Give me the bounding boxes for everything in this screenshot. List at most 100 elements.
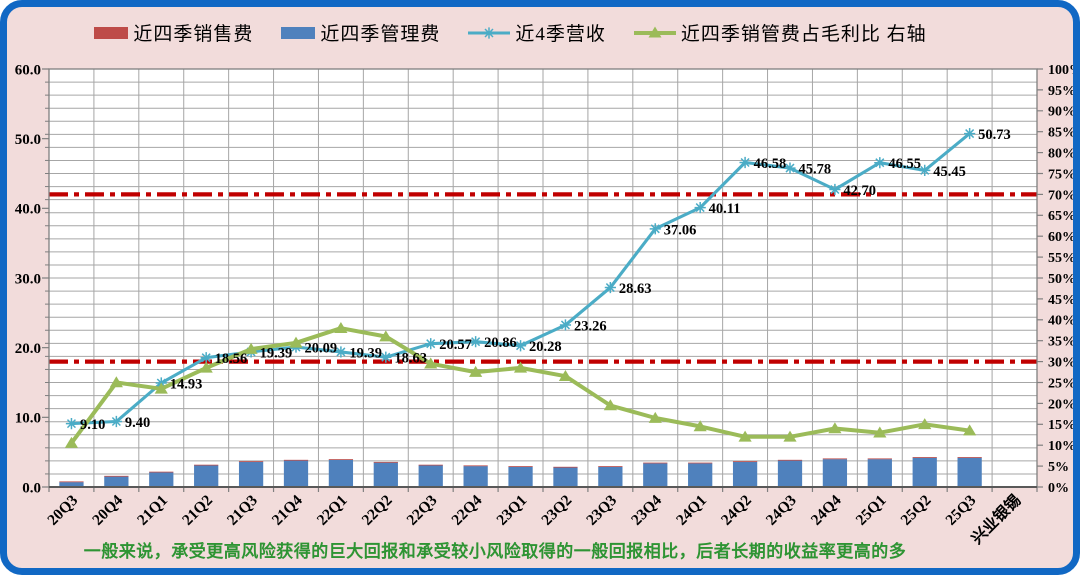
svg-text:22Q3: 22Q3 bbox=[404, 492, 441, 529]
svg-text:40.0: 40.0 bbox=[15, 202, 41, 218]
triangle-marker bbox=[424, 357, 438, 369]
triangle-marker bbox=[379, 330, 393, 342]
svg-text:50%: 50% bbox=[1048, 272, 1076, 287]
triangle-marker bbox=[64, 436, 79, 448]
svg-text:90%: 90% bbox=[1048, 105, 1076, 120]
svg-text:19.39: 19.39 bbox=[260, 345, 293, 361]
bar-segment bbox=[867, 458, 892, 460]
svg-text:23Q4: 23Q4 bbox=[628, 492, 665, 529]
svg-text:24Q3: 24Q3 bbox=[763, 492, 800, 529]
bar-segment bbox=[508, 466, 533, 487]
legend-line-asterisk-icon bbox=[468, 26, 511, 39]
asterisk-marker bbox=[380, 351, 392, 363]
svg-text:24Q2: 24Q2 bbox=[718, 492, 755, 529]
svg-text:20%: 20% bbox=[1048, 397, 1076, 412]
asterisk-marker bbox=[335, 346, 347, 358]
svg-text:20.57: 20.57 bbox=[439, 337, 472, 353]
bar-segment bbox=[463, 465, 488, 467]
bar-segment bbox=[328, 459, 354, 487]
asterisk-marker bbox=[739, 156, 751, 169]
bar-segment bbox=[149, 472, 174, 487]
bar-segment bbox=[194, 465, 219, 487]
legend-item: 近4季营收 bbox=[467, 19, 606, 46]
bar-segment bbox=[418, 465, 443, 487]
svg-text:23Q1: 23Q1 bbox=[493, 492, 530, 529]
triangle-marker bbox=[963, 424, 977, 436]
svg-text:21Q4: 21Q4 bbox=[269, 492, 306, 529]
bar-segment bbox=[59, 482, 84, 487]
bar-segment bbox=[508, 466, 533, 467]
bar-segment bbox=[553, 467, 578, 487]
bar-segment bbox=[957, 457, 982, 487]
chart-note: 一般来说，承受更高风险获得的巨大回报和承受较小风险取得的一般回报相比，后者长期的… bbox=[83, 542, 907, 561]
bar-segment bbox=[867, 459, 892, 487]
svg-text:20Q3: 20Q3 bbox=[44, 492, 81, 529]
bar-segment bbox=[283, 460, 309, 487]
asterisk-marker bbox=[694, 201, 706, 214]
svg-text:70%: 70% bbox=[1048, 188, 1076, 203]
bar-segment bbox=[598, 466, 623, 467]
svg-text:23.26: 23.26 bbox=[574, 318, 607, 334]
asterisk-marker bbox=[874, 157, 886, 169]
svg-text:60.0: 60.0 bbox=[15, 62, 41, 78]
svg-text:20Q4: 20Q4 bbox=[89, 492, 126, 529]
svg-text:35%: 35% bbox=[1048, 335, 1076, 350]
svg-text:20.0: 20.0 bbox=[15, 341, 41, 357]
bar-segment bbox=[643, 463, 668, 487]
svg-text:80%: 80% bbox=[1048, 147, 1076, 162]
triangle-marker bbox=[154, 382, 168, 394]
chart-area: 9.10 9.40 14.93 18.56 19.39 20.09 19.39 18.63 20… bbox=[7, 53, 1076, 547]
bar-segment bbox=[732, 461, 758, 487]
svg-text:45%: 45% bbox=[1048, 293, 1076, 308]
legend-item-label: 近四季销管费占毛利比 右轴 bbox=[680, 24, 927, 45]
svg-text:22Q1: 22Q1 bbox=[314, 492, 351, 529]
asterisk-marker bbox=[65, 418, 78, 430]
bar-segment bbox=[238, 461, 264, 463]
triangle-marker bbox=[334, 321, 348, 333]
chart-canvas: 9.10 9.40 14.93 18.56 19.39 20.09 19.39 18.63 20… bbox=[15, 62, 1076, 547]
triangle-marker bbox=[828, 422, 842, 434]
asterisk-marker bbox=[784, 162, 796, 174]
triangle-marker bbox=[918, 418, 932, 430]
svg-text:37.06: 37.06 bbox=[664, 222, 697, 238]
svg-text:46.58: 46.58 bbox=[754, 156, 787, 172]
svg-text:14.93: 14.93 bbox=[170, 376, 203, 392]
bar-segment bbox=[149, 471, 174, 473]
svg-text:20.09: 20.09 bbox=[305, 341, 338, 357]
bar-segment bbox=[732, 461, 758, 463]
triangle-marker bbox=[738, 430, 752, 442]
svg-text:19.39: 19.39 bbox=[349, 345, 382, 361]
asterisk-marker bbox=[200, 352, 212, 364]
svg-text:18.63: 18.63 bbox=[394, 351, 427, 367]
svg-text:65%: 65% bbox=[1048, 209, 1076, 224]
bar-segment bbox=[822, 458, 848, 460]
bar-segment bbox=[194, 464, 219, 466]
svg-text:22Q2: 22Q2 bbox=[359, 492, 396, 529]
left-axis-labels: 60.0 50.0 40.0 30.0 20.0 10.0 0.0 bbox=[15, 62, 49, 496]
asterisk-marker bbox=[829, 183, 841, 196]
asterisk-marker bbox=[514, 340, 527, 352]
bar-segment bbox=[688, 462, 713, 464]
triangle-marker bbox=[603, 399, 617, 411]
svg-text:20.28: 20.28 bbox=[529, 339, 562, 355]
svg-text:75%: 75% bbox=[1048, 167, 1076, 182]
legend-item: 近四季销售费 bbox=[93, 19, 253, 46]
bar-segment bbox=[912, 457, 937, 458]
triangle-marker bbox=[244, 342, 258, 354]
data-labels: 9.10 9.40 14.93 18.56 19.39 20.09 19.39 18.63 20… bbox=[80, 127, 1011, 433]
svg-text:40%: 40% bbox=[1048, 314, 1076, 329]
triangle-marker bbox=[513, 361, 528, 373]
bar-segment bbox=[598, 466, 623, 487]
svg-text:10.0: 10.0 bbox=[15, 411, 41, 427]
bar-segment bbox=[238, 461, 264, 487]
svg-text:9.10: 9.10 bbox=[80, 417, 105, 433]
svg-text:18.56: 18.56 bbox=[215, 351, 248, 367]
svg-text:45.45: 45.45 bbox=[933, 164, 966, 180]
svg-text:50.0: 50.0 bbox=[15, 132, 41, 148]
svg-text:25Q3: 25Q3 bbox=[942, 492, 979, 529]
legend-item: 近四季销管费占毛利比 右轴 bbox=[633, 19, 927, 46]
svg-text:46.55: 46.55 bbox=[888, 156, 921, 172]
svg-text:15%: 15% bbox=[1048, 418, 1076, 433]
bar-segment bbox=[688, 463, 713, 487]
